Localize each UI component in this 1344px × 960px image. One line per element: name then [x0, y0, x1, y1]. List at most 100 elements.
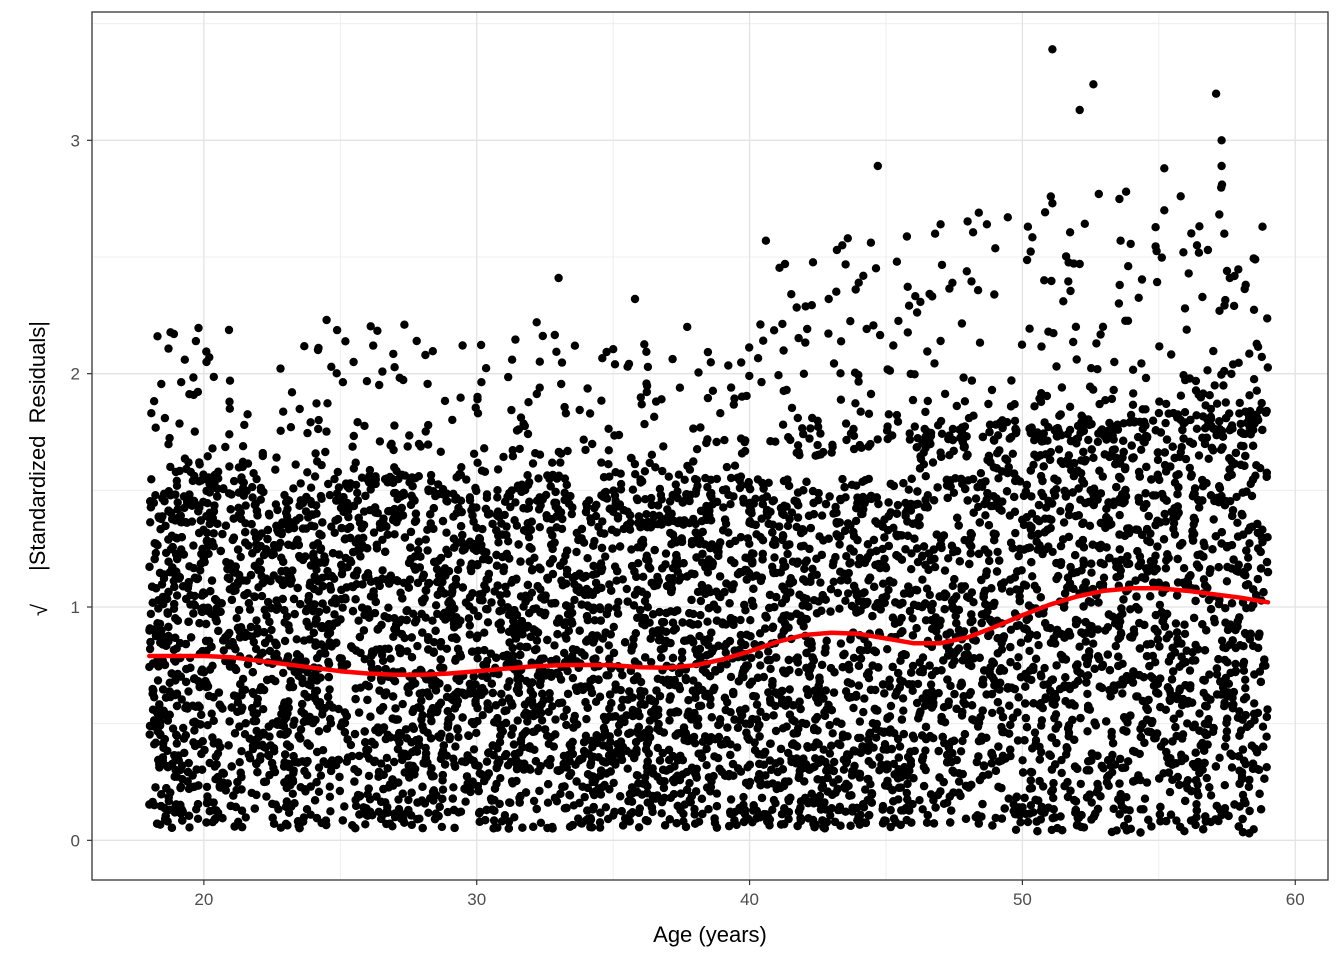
scatter-point: [1185, 666, 1195, 675]
scatter-point: [1115, 510, 1124, 520]
scatter-point: [251, 644, 261, 654]
scatter-point: [696, 596, 706, 606]
scatter-point: [1128, 746, 1138, 756]
scatter-point: [1040, 663, 1049, 673]
scatter-point: [503, 682, 512, 691]
scatter-point: [828, 729, 837, 738]
scatter-point: [354, 616, 363, 625]
scatter-point: [889, 759, 898, 769]
scatter-point: [1175, 709, 1184, 718]
scatter-point: [726, 500, 735, 509]
scatter-point: [461, 797, 470, 806]
scatter-point: [839, 765, 849, 774]
scatter-point: [743, 763, 752, 772]
scatter-point: [844, 568, 853, 578]
scatter-point: [451, 762, 460, 771]
scatter-point: [841, 596, 850, 605]
scatter-point: [581, 731, 591, 740]
scatter-point: [417, 715, 426, 724]
scatter-point: [826, 811, 835, 820]
scatter-point: [248, 493, 257, 502]
scatter-point: [465, 621, 474, 630]
scatter-point: [825, 749, 835, 758]
scatter-point: [604, 641, 613, 650]
scatter-point: [595, 603, 604, 612]
scatter-point: [145, 644, 155, 654]
scatter-point: [404, 795, 413, 805]
scatter-point: [288, 789, 297, 798]
scatter-point: [963, 450, 972, 459]
scatter-point: [783, 549, 792, 559]
scatter-point: [1089, 639, 1098, 648]
scatter-point: [560, 648, 569, 658]
scatter-point: [208, 661, 217, 670]
scatter-point: [736, 638, 746, 647]
scatter-point: [821, 686, 830, 695]
scatter-point: [246, 622, 256, 632]
scatter-point: [529, 796, 539, 806]
scatter-point: [390, 757, 399, 767]
scatter-point: [1221, 604, 1230, 613]
scatter-point: [634, 823, 644, 832]
scatter-point: [296, 783, 305, 792]
scatter-point: [543, 798, 553, 807]
scatter-point: [1008, 449, 1017, 458]
scatter-point: [535, 523, 544, 532]
scatter-point: [360, 655, 369, 664]
scatter-point: [172, 739, 181, 748]
scatter-point: [544, 739, 553, 749]
scatter-point: [849, 703, 858, 713]
scatter-point: [808, 564, 817, 573]
scatter-point: [653, 743, 662, 753]
scatter-point: [146, 609, 156, 619]
scatter-point: [908, 614, 917, 623]
scatter-point: [928, 458, 938, 467]
scatter-point: [421, 535, 430, 544]
scatter-point: [1212, 690, 1222, 699]
scatter-point: [202, 782, 212, 792]
scatter-point: [1175, 662, 1184, 671]
scatter-point: [1205, 670, 1214, 679]
scatter-point: [1209, 515, 1218, 524]
scatter-point: [764, 647, 773, 656]
scatter-point: [770, 553, 779, 562]
scatter-point: [595, 818, 605, 827]
scatter-point: [443, 684, 452, 693]
scatter-point: [642, 510, 651, 519]
scatter-point: [677, 654, 687, 663]
scatter-point: [1111, 641, 1121, 651]
scatter-point: [442, 528, 451, 537]
scatter-point: [765, 739, 775, 748]
scatter-point: [846, 544, 855, 553]
scatter-point: [386, 654, 395, 663]
scatter-point: [456, 807, 466, 816]
scatter-point: [1104, 554, 1114, 563]
scatter-point: [703, 482, 712, 492]
scatter-point: [1028, 572, 1037, 581]
scatter-point: [427, 772, 437, 781]
scatter-point: [842, 552, 851, 561]
scatter-point: [168, 724, 178, 733]
scatter-point: [1057, 768, 1066, 778]
scatter-points: [145, 45, 1273, 838]
scatter-point: [1099, 573, 1109, 582]
scatter-point: [908, 686, 917, 695]
scatter-point: [623, 764, 632, 773]
scatter-point: [1262, 763, 1271, 772]
scatter-point: [828, 561, 838, 570]
scatter-point: [342, 757, 351, 766]
scatter-point: [785, 685, 794, 694]
scatter-point: [325, 792, 335, 801]
scatter-point: [783, 521, 793, 531]
scatter-point: [883, 713, 892, 722]
scatter-point: [1245, 539, 1254, 548]
scatter-point: [639, 572, 648, 581]
scatter-point: [338, 603, 347, 612]
scatter-point: [1241, 684, 1250, 693]
scatter-point: [1258, 722, 1268, 731]
scatter-point: [190, 726, 199, 735]
scatter-point: [465, 630, 474, 639]
scatter-point: [290, 716, 299, 725]
scatter-point: [1018, 756, 1027, 765]
scatter-point: [988, 708, 997, 718]
